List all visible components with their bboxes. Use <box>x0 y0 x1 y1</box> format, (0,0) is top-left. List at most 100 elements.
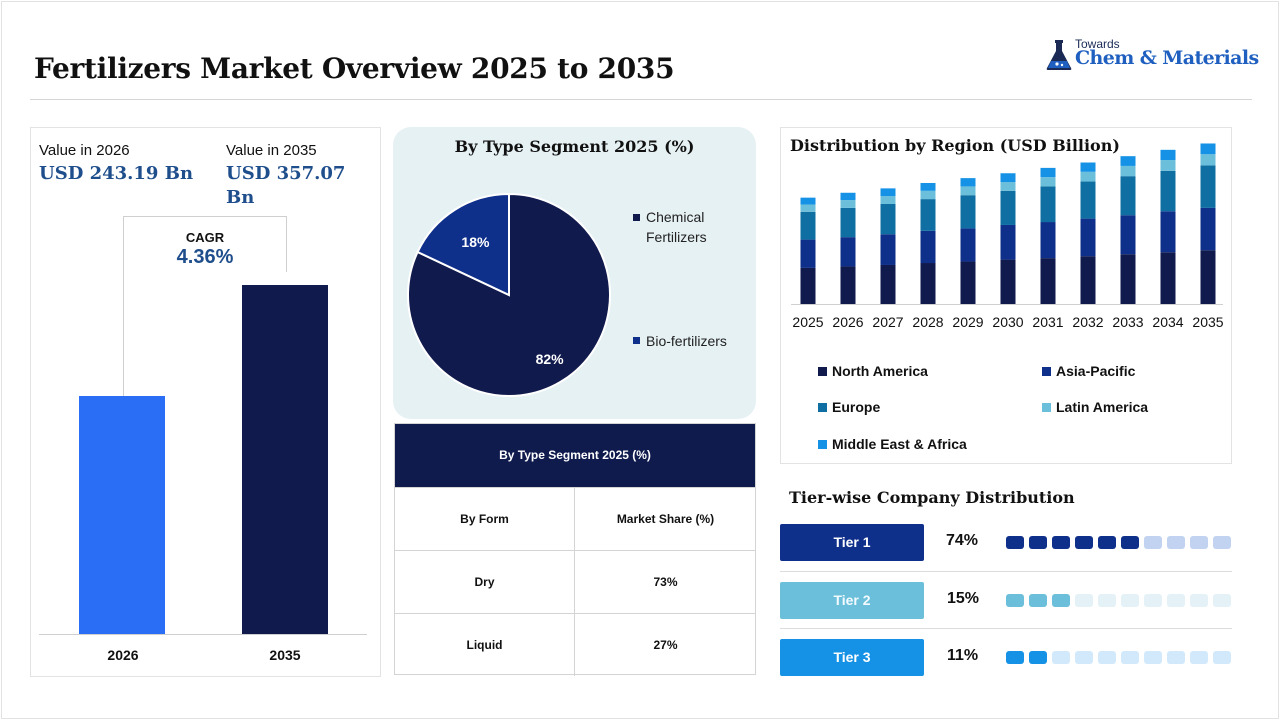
x-tick-label: 2034 <box>1152 314 1183 330</box>
bar-segment-2034-asia-pacific <box>1160 211 1176 253</box>
bar-segment-2032-middle-east-africa <box>1080 162 1096 172</box>
bar-segment-2026-latin-america <box>840 200 856 208</box>
legend-label: Bio-fertilizers <box>646 333 727 349</box>
meter-dot-empty <box>1190 651 1208 664</box>
cagr-bracket <box>123 216 287 272</box>
bar-segment-2030-latin-america <box>1000 182 1016 191</box>
table-cell-share: 27% <box>653 638 678 652</box>
brand-logo: Towards Chem & Materials <box>1044 36 1259 76</box>
table-title: By Type Segment 2025 (%) <box>395 424 755 487</box>
x-tick-label: 2025 <box>792 314 823 330</box>
legend-north-america: North America <box>818 363 928 379</box>
column-header: By Form <box>395 488 575 550</box>
bar-segment-2029-north-america <box>960 261 976 304</box>
bar-segment-2027-north-america <box>880 264 896 304</box>
value-2026-label: Value in 2026 <box>39 142 130 159</box>
tier-3-percent: 11% <box>947 647 979 664</box>
legend-asia-pacific: Asia-Pacific <box>1042 363 1135 379</box>
meter-dot-empty <box>1213 536 1231 549</box>
bar-segment-2030-asia-pacific <box>1000 224 1016 260</box>
bar-segment-2027-latin-america <box>880 196 896 204</box>
legend-swatch <box>818 367 827 376</box>
meter-dot-filled <box>1121 536 1139 549</box>
x-tick-label: 2026 <box>832 314 863 330</box>
meter-dot-empty <box>1144 651 1162 664</box>
bar-segment-2033-north-america <box>1120 254 1136 304</box>
meter-dot-empty <box>1190 536 1208 549</box>
meter-dot-empty <box>1167 594 1185 607</box>
bar-segment-2028-asia-pacific <box>920 230 936 264</box>
table-cell-share: 73% <box>653 575 678 589</box>
bar-segment-2034-latin-america <box>1160 160 1176 171</box>
meter-dot-empty <box>1213 651 1231 664</box>
table-cell-form: Dry <box>395 551 575 613</box>
value-2035: USD 357.07 Bn <box>226 163 346 208</box>
bar-segment-2035-latin-america <box>1200 154 1216 166</box>
meter-dot-empty <box>1098 594 1116 607</box>
tier-1-percent: 74% <box>946 532 979 549</box>
x-tick-label: 2028 <box>912 314 943 330</box>
legend-swatch <box>1042 403 1051 412</box>
bar-segment-2034-europe <box>1160 170 1176 212</box>
x-tick-label: 2035 <box>1192 314 1223 330</box>
bar-segment-2028-middle-east-africa <box>920 183 936 191</box>
bar-segment-2026-asia-pacific <box>840 237 856 267</box>
bar-segment-2026-middle-east-africa <box>840 192 856 201</box>
bar-segment-2026-europe <box>840 207 856 238</box>
pie-data-label: 82% <box>536 351 565 367</box>
pie-title: By Type Segment 2025 (%) <box>454 137 695 156</box>
bar-segment-2034-north-america <box>1160 252 1176 304</box>
bar-segment-2031-middle-east-africa <box>1040 167 1056 178</box>
form-share-table: By Type Segment 2025 (%) By Form Market … <box>394 423 756 676</box>
meter-dot-filled <box>1052 536 1070 549</box>
cagr-label: CAGR <box>185 230 225 245</box>
cagr-bracket-line <box>123 272 124 416</box>
value-2035-label: Value in 2035 <box>226 142 317 159</box>
meter-dot-filled <box>1029 536 1047 549</box>
bar-segment-2035-asia-pacific <box>1200 207 1216 251</box>
bar-segment-2032-europe <box>1080 181 1096 219</box>
bar-segment-2035-europe <box>1200 165 1216 208</box>
title-divider <box>30 99 1252 100</box>
x-tick-label: 2030 <box>992 314 1023 330</box>
bar-segment-2025-middle-east-africa <box>800 197 816 205</box>
bar-segment-2029-middle-east-africa <box>960 178 976 187</box>
x-tick-label: 2027 <box>872 314 903 330</box>
bar-segment-2025-asia-pacific <box>800 239 816 268</box>
meter-dot-filled <box>1006 594 1024 607</box>
meter-dot-empty <box>1144 594 1162 607</box>
logo-big-text: Chem & Materials <box>1075 47 1259 69</box>
bar-segment-2028-latin-america <box>920 190 936 200</box>
meter-dot-filled <box>1052 594 1070 607</box>
bar-segment-2025-north-america <box>800 267 816 304</box>
bar-segment-2025-europe <box>800 211 816 240</box>
tier-section-title: Tier-wise Company Distribution <box>789 488 1075 507</box>
tier-separator <box>780 571 1232 572</box>
legend-chemical-fertilizers: Chemical Fertilizers <box>633 207 736 247</box>
legend-label: Asia-Pacific <box>1056 363 1136 379</box>
bar-2026 <box>79 396 165 634</box>
meter-dot-empty <box>1075 594 1093 607</box>
region-stacked-bar-chart: 2025 2026 2027 2028 2029 2030 2031 2032 2033 2034… <box>791 143 1224 330</box>
category-label-2026: 2026 <box>107 647 139 663</box>
bar-segment-2027-asia-pacific <box>880 234 896 265</box>
pie-slice-bio-fertilizers <box>416 192 510 297</box>
bar-segment-2029-europe <box>960 195 976 229</box>
bar-segment-2025-latin-america <box>800 204 816 212</box>
tier-1-label: Tier 1 <box>780 524 924 561</box>
bar-segment-2028-north-america <box>920 263 936 304</box>
logo-small-text: Towards <box>1075 37 1120 51</box>
meter-dot-empty <box>1167 536 1185 549</box>
value-2026: USD 243.19 Bn <box>39 163 194 184</box>
bar-segment-2031-north-america <box>1040 258 1056 304</box>
bar-segment-2030-europe <box>1000 190 1016 225</box>
meter-dot-empty <box>1075 651 1093 664</box>
bar-segment-2035-north-america <box>1200 250 1216 304</box>
meter-dot-filled <box>1075 536 1093 549</box>
bar-segment-2033-europe <box>1120 176 1136 216</box>
market-size-panel: Value in 2026 USD 243.19 Bn Value in 203… <box>30 127 381 677</box>
x-tick-label: 2029 <box>952 314 983 330</box>
meter-dot-filled <box>1029 594 1047 607</box>
bar-segment-2033-middle-east-africa <box>1120 156 1136 166</box>
